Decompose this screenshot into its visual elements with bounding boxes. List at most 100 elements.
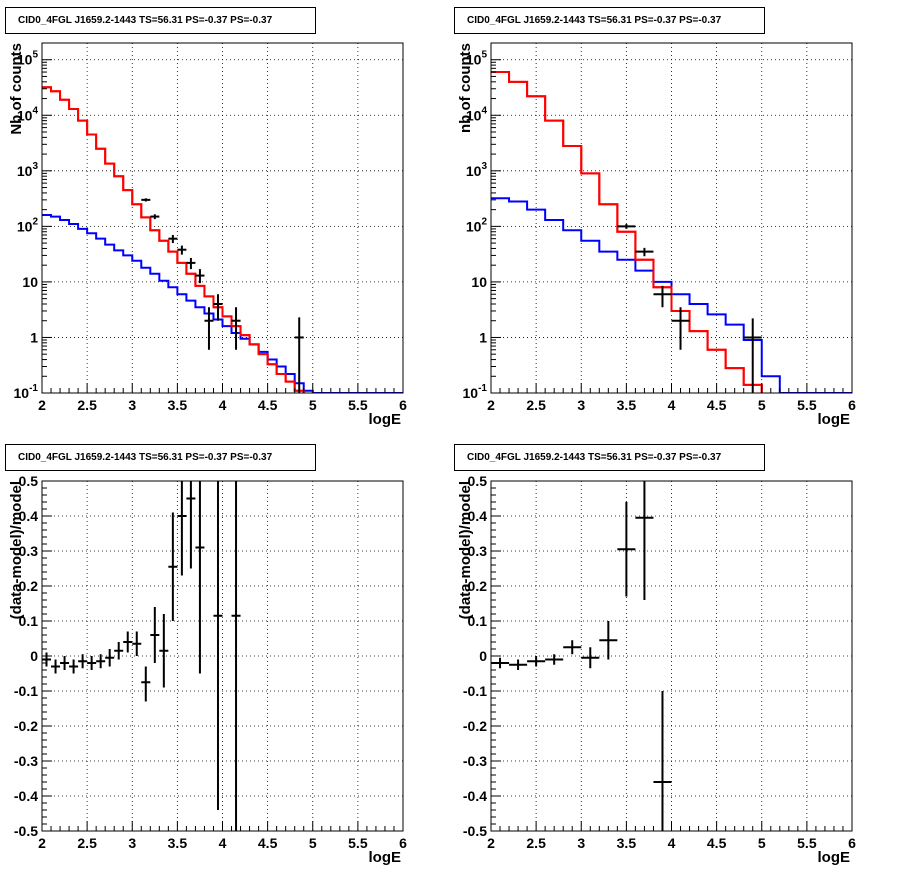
x-tick-label: 6 [399,397,407,413]
y-tick-label: -0.4 [463,788,487,804]
data-point [42,652,52,667]
x-tick-label: 3 [128,835,136,851]
data-point [87,656,97,670]
x-tick-label: 4.5 [258,835,278,851]
data-point [168,234,178,244]
x-tick-label: 3 [128,397,136,413]
x-axis-label: logE [369,411,402,428]
y-tick-label: 104 [466,105,488,123]
y-tick-label: -0.5 [463,823,487,839]
x-axis-label: logE [818,411,851,428]
data-point [60,656,70,670]
data-point [168,512,178,621]
y-tick-label: -0.1 [14,683,38,699]
y-tick-label: -0.2 [14,718,38,734]
x-tick-label: 3 [577,835,585,851]
y-tick-label: -0.4 [14,788,38,804]
chart-title-box: CID0_4FGL J1659.2-1443 TS=56.31 PS=-0.37… [5,7,316,34]
data-point [213,481,223,810]
chart-svg: 2 2.5 3 3.5 4 4.5 5 5.5 6 -0.5 -0.4 -0.3 -0.2 -0.1 0 0.… [8,473,407,866]
data-point [231,481,241,831]
data-point [69,659,79,674]
y-tick-label: -0.1 [463,683,487,699]
y-tick-label: 105 [17,50,39,68]
x-tick-label: 3.5 [168,397,188,413]
x-tick-label: 3.5 [168,835,188,851]
y-tick-label: 0 [479,648,487,664]
y-tick-label: 0.1 [468,613,488,629]
x-tick-label: 5.5 [348,835,368,851]
x-tick-label: 5.5 [797,397,817,413]
data-point [294,317,304,393]
series-line-1 [42,214,403,393]
y-tick-label: -0.2 [463,718,487,734]
x-axis-label: logE [369,849,402,866]
chart-svg: 2 2.5 3 3.5 4 4.5 5 5.5 6 10-1 1 10 102 103 104 105 logE… [457,42,856,428]
data-point [617,224,636,229]
y-tick-label: -0.5 [14,823,38,839]
data-point [635,247,654,257]
data-point [653,285,672,308]
data-point [204,307,214,350]
data-point [527,656,546,667]
data-point [509,659,528,670]
x-tick-label: 2.5 [77,397,97,413]
data-point [635,481,654,600]
series-line-top [42,86,305,393]
y-tick-label: 10 [471,274,487,290]
y-tick-label: 10-1 [463,383,488,401]
x-tick-label: 2 [487,397,495,413]
chart-title-box: CID0_4FGL J1659.2-1443 TS=56.31 PS=-0.37… [454,444,765,471]
data-point [177,245,187,255]
data-point [213,294,223,321]
y-tick-label: -0.3 [463,753,487,769]
x-tick-label: 3.5 [617,397,637,413]
data-point [78,654,88,669]
y-tick-label: 102 [466,216,488,234]
data-point [231,307,241,350]
y-tick-label: 0.2 [468,578,488,594]
data-point [653,691,672,831]
data-point [141,198,151,202]
y-tick-label: -0.3 [14,753,38,769]
y-axis-label: nb of counts [457,43,474,133]
data-point [123,631,133,653]
x-tick-label: 6 [399,835,407,851]
data-point [743,318,762,393]
x-tick-label: 2 [38,397,46,413]
pad-top-right: CID0_4FGL J1659.2-1443 TS=56.31 PS=-0.37… [449,0,898,437]
x-tick-label: 5.5 [348,397,368,413]
y-tick-label: 1 [30,329,38,345]
x-tick-label: 2 [38,835,46,851]
chart-svg: 2 2.5 3 3.5 4 4.5 5 5.5 6 10-1 1 10 102 103 104 105 logE… [8,42,407,428]
x-tick-label: 5 [309,835,317,851]
y-tick-label: 0.3 [468,543,488,559]
data-point [150,607,160,663]
y-tick-label: 105 [466,50,488,68]
x-tick-label: 3.5 [617,835,637,851]
pad-top-left: CID0_4FGL J1659.2-1443 TS=56.31 PS=-0.37… [0,0,449,437]
x-tick-label: 6 [848,397,856,413]
y-tick-label: 0.5 [468,473,488,489]
y-tick-label: 10 [22,274,38,290]
x-tick-label: 4 [219,835,227,851]
x-tick-label: 4 [668,835,676,851]
x-tick-label: 6 [848,835,856,851]
x-tick-label: 4.5 [707,835,727,851]
data-point [132,631,142,656]
data-point [105,649,115,667]
y-tick-label: 104 [17,105,39,123]
y-tick-label: 103 [17,161,39,179]
x-tick-label: 5 [309,397,317,413]
chart-title-box: CID0_4FGL J1659.2-1443 TS=56.31 PS=-0.37… [5,444,316,471]
y-tick-label: 0.3 [19,543,39,559]
x-tick-label: 4.5 [707,397,727,413]
data-point [141,666,151,702]
y-tick-label: 0.4 [468,508,488,524]
y-tick-label: 1 [479,329,487,345]
data-point [581,647,600,669]
pad-bottom-right: CID0_4FGL J1659.2-1443 TS=56.31 PS=-0.37… [449,437,898,875]
y-tick-label: 0.1 [19,613,39,629]
x-tick-label: 4 [219,397,227,413]
data-point [563,640,582,655]
